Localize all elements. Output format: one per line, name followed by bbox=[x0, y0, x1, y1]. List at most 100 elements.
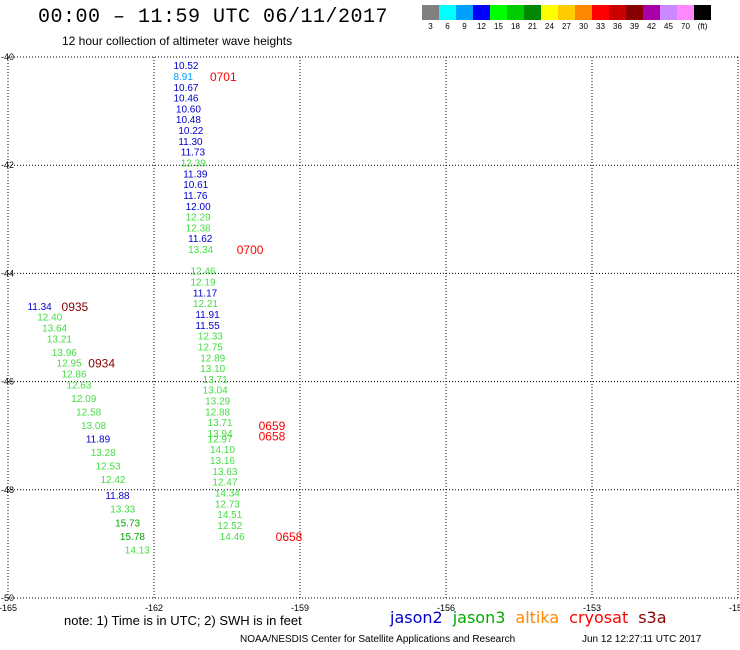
legend-label: 6 bbox=[445, 22, 450, 31]
legend-swatch bbox=[456, 5, 473, 20]
wave-height-label: 12.88 bbox=[205, 407, 230, 418]
wave-height-label: 12.29 bbox=[186, 213, 211, 224]
satellite-legend: jason2 jason3 altika cryosat s3a bbox=[390, 608, 677, 627]
legend-swatch bbox=[524, 5, 541, 20]
wave-height-label: 13.71 bbox=[208, 418, 233, 429]
legend-swatch bbox=[575, 5, 592, 20]
legend-swatch bbox=[490, 5, 507, 20]
wave-height-label: 11.34 bbox=[27, 302, 52, 313]
wave-height-label: 11.30 bbox=[178, 137, 203, 148]
legend-swatch bbox=[422, 5, 439, 20]
wave-height-label: 12.19 bbox=[191, 278, 216, 289]
legend-label: 39 bbox=[630, 22, 639, 31]
wave-height-label: 14.46 bbox=[220, 532, 245, 543]
legend-swatch bbox=[643, 5, 660, 20]
wave-height-label: 13.16 bbox=[210, 456, 235, 467]
color-legend: 3 6 9 12 15 18 21 24 27 30 33 36 39 42 45 70 (ft) bbox=[422, 5, 711, 37]
wave-height-label: 12.21 bbox=[193, 299, 218, 310]
wave-height-label: 12.42 bbox=[100, 475, 125, 486]
wave-height-label: 12.75 bbox=[198, 342, 223, 353]
wave-height-label: 13.28 bbox=[91, 448, 116, 459]
legend-label: 24 bbox=[545, 22, 554, 31]
legend-swatch bbox=[473, 5, 490, 20]
wave-height-label: 10.46 bbox=[173, 94, 198, 105]
wave-height-label: 13.64 bbox=[42, 324, 67, 335]
legend-label: 36 bbox=[613, 22, 622, 31]
legend-label: (ft) bbox=[697, 22, 708, 31]
x-tick-label: -153 bbox=[583, 603, 601, 613]
wave-height-label: 14.34 bbox=[215, 489, 240, 500]
chart-subtitle: 12 hour collection of altimeter wave hei… bbox=[62, 34, 293, 48]
wave-height-label: 15.73 bbox=[115, 518, 140, 529]
wave-height-label: 11.73 bbox=[181, 148, 206, 159]
wave-height-label: 13.63 bbox=[212, 467, 237, 478]
legend-swatch bbox=[660, 5, 677, 20]
wave-height-label: 11.17 bbox=[193, 288, 218, 299]
satellite-jason2: jason2 bbox=[390, 608, 443, 627]
wave-height-label: 12.46 bbox=[191, 267, 216, 278]
legend-label: 30 bbox=[579, 22, 588, 31]
wave-height-label: 12.00 bbox=[186, 202, 211, 213]
wave-height-label: 10.22 bbox=[178, 126, 203, 137]
y-tick-label: -50 bbox=[1, 593, 14, 603]
wave-height-label: 13.08 bbox=[81, 421, 106, 432]
pass-time-label: 0658 bbox=[276, 530, 303, 544]
satellite-altika: altika bbox=[515, 608, 560, 627]
pass-time-label: 0658 bbox=[259, 430, 286, 444]
wave-height-label: 13.10 bbox=[200, 364, 225, 375]
wave-height-label: 13.33 bbox=[110, 505, 135, 516]
wave-height-label: 13.29 bbox=[205, 397, 230, 408]
wave-height-label: 12.47 bbox=[212, 478, 237, 489]
wave-height-label: 10.48 bbox=[176, 115, 201, 126]
legend-swatch bbox=[694, 5, 711, 20]
legend-label: 27 bbox=[562, 22, 571, 31]
pass-time-label: 0701 bbox=[210, 70, 237, 84]
legend-label: 45 bbox=[664, 22, 673, 31]
y-tick-label: -44 bbox=[1, 268, 14, 278]
wave-height-label: 12.73 bbox=[215, 499, 240, 510]
legend-swatches bbox=[422, 5, 711, 20]
wave-height-label: 12.86 bbox=[62, 369, 87, 380]
wave-height-label: 10.60 bbox=[176, 104, 201, 115]
chart-title: 00:00 – 11:59 UTC 06/11/2017 bbox=[38, 6, 389, 29]
wave-height-label: 8.91 bbox=[173, 72, 193, 83]
wave-height-label: 14.13 bbox=[125, 545, 150, 556]
wave-height-label: 13.04 bbox=[203, 386, 228, 397]
footer-note: note: 1) Time is in UTC; 2) SWH is in fe… bbox=[64, 613, 302, 628]
y-tick-label: -42 bbox=[1, 160, 14, 170]
wave-height-label: 12.63 bbox=[66, 380, 91, 391]
legend-label: 33 bbox=[596, 22, 605, 31]
satellite-s3a: s3a bbox=[638, 608, 667, 627]
wave-height-label: 11.76 bbox=[183, 191, 208, 202]
wave-height-label: 13.71 bbox=[203, 375, 228, 386]
wave-height-label: 12.09 bbox=[71, 394, 96, 405]
wave-height-label: 12.89 bbox=[200, 353, 225, 364]
wave-height-label: 12.52 bbox=[217, 521, 242, 532]
x-tick-label: -159 bbox=[291, 603, 309, 613]
wave-height-label: 14.10 bbox=[210, 445, 235, 456]
legend-label: 9 bbox=[462, 22, 467, 31]
wave-height-label: 12.58 bbox=[76, 407, 101, 418]
y-tick-label: -46 bbox=[1, 377, 14, 387]
satellite-jason3: jason3 bbox=[452, 608, 506, 627]
wave-height-label: 11.89 bbox=[86, 434, 111, 445]
wave-height-label: 12.39 bbox=[181, 158, 206, 169]
wave-height-label: 13.96 bbox=[52, 348, 77, 359]
legend-label: 21 bbox=[528, 22, 537, 31]
wave-height-label: 14.51 bbox=[217, 510, 242, 521]
wave-height-label: 10.61 bbox=[183, 180, 208, 191]
wave-height-label: 12.40 bbox=[37, 313, 62, 324]
satellite-cryosat: cryosat bbox=[569, 608, 629, 627]
y-tick-label: -40 bbox=[1, 52, 14, 62]
legend-label: 15 bbox=[494, 22, 503, 31]
x-tick-label: -156 bbox=[437, 603, 455, 613]
y-tick-label: -48 bbox=[1, 485, 14, 495]
legend-swatch bbox=[677, 5, 694, 20]
wave-height-label: 11.62 bbox=[188, 234, 213, 245]
wave-height-label: 10.67 bbox=[173, 83, 198, 94]
legend-swatch bbox=[609, 5, 626, 20]
wave-height-label: 11.55 bbox=[195, 321, 220, 332]
pass-time-label: 0700 bbox=[237, 243, 264, 257]
legend-swatch bbox=[541, 5, 558, 20]
